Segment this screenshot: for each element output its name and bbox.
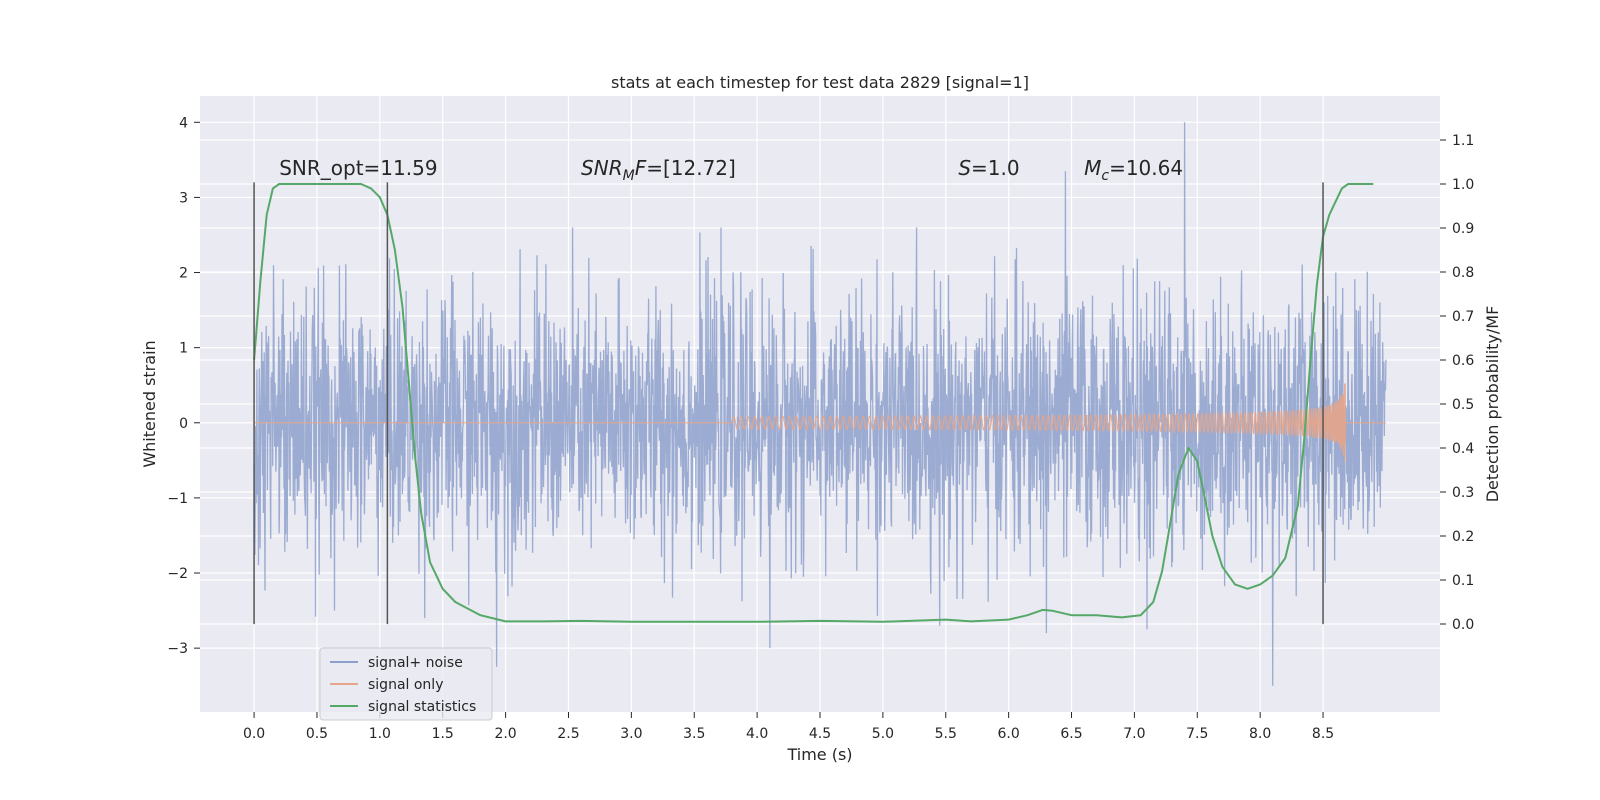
x-tick-label: 4.0	[746, 726, 768, 742]
x-tick-label: 7.5	[1186, 726, 1208, 742]
y-right-tick-label: 0.9	[1452, 221, 1474, 237]
legend-label-signal-only: signal only	[368, 677, 443, 693]
series-signal-noise	[253, 122, 1387, 686]
y-right-tick-label: 0.1	[1452, 573, 1474, 589]
x-tick-label: 1.0	[369, 726, 391, 742]
y-tick-label: −1	[167, 491, 188, 507]
x-tick-label: 2.0	[494, 726, 516, 742]
y-axis-label: Whitened strain	[140, 340, 159, 467]
y-tick-label: 2	[179, 266, 188, 282]
annotation-2: S=1.0	[958, 156, 1019, 180]
legend: signal+ noise signal only signal statist…	[319, 647, 493, 721]
y-right-tick-label: 0.5	[1452, 397, 1474, 413]
series-signal-only	[254, 383, 1386, 463]
legend-label-signal-statistics: signal statistics	[368, 699, 476, 715]
annotation-0: SNR_opt=11.59	[279, 156, 437, 180]
x-tick-label: 5.5	[935, 726, 957, 742]
series-signal-statistics	[253, 183, 1374, 623]
annotations: SNR_opt=11.59 SNRMF=[12.72] S=1.0 Mc=10.64	[279, 156, 1183, 184]
x-tick-label: 8.0	[1249, 726, 1271, 742]
x-tick-label: 0.0	[243, 726, 265, 742]
y-right-tick-label: 0.0	[1452, 617, 1474, 633]
y-tick-label: 0	[179, 416, 188, 432]
y-tick-label: 4	[179, 115, 188, 131]
x-tick-label: 7.0	[1123, 726, 1145, 742]
y-right-tick-label: 0.7	[1452, 309, 1474, 325]
x-axis: 0.0 0.5 1.0 1.5 2.0 2.5 3.0 3.5 4.0 4.5 5.0 5.5 6.0 6…	[243, 712, 1334, 742]
y-axis-right: 1.1 1.0 0.9 0.8 0.7 0.6 0.5 0.4 0.3 0.2 0.1 0.0	[1440, 133, 1474, 633]
y-axis-label-right: Detection probability/MF	[1483, 306, 1502, 503]
x-tick-label: 8.5	[1312, 726, 1334, 742]
y-axis-left: 4 3 2 1 0 −1 −2 −3	[167, 115, 200, 657]
annotation-3: Mc=10.64	[1084, 156, 1183, 184]
series-layer	[253, 122, 1387, 686]
y-right-tick-label: 0.3	[1452, 485, 1474, 501]
y-tick-label: 3	[179, 190, 188, 206]
x-tick-label: 0.5	[306, 726, 328, 742]
x-tick-label: 6.0	[998, 726, 1020, 742]
y-tick-label: −3	[167, 641, 188, 657]
x-tick-label: 5.0	[872, 726, 894, 742]
y-right-tick-label: 0.8	[1452, 265, 1474, 281]
y-right-tick-label: 1.1	[1452, 133, 1474, 149]
legend-box	[319, 647, 493, 721]
x-tick-label: 3.0	[620, 726, 642, 742]
y-right-tick-label: 0.2	[1452, 529, 1474, 545]
y-tick-label: −2	[167, 566, 188, 582]
y-right-tick-label: 0.6	[1452, 353, 1474, 369]
x-tick-label: 2.5	[557, 726, 579, 742]
x-axis-label: Time (s)	[786, 745, 852, 764]
x-tick-label: 1.5	[432, 726, 454, 742]
chart-title: stats at each timestep for test data 282…	[611, 73, 1029, 92]
annotation-1: SNRMF=[12.72]	[581, 156, 736, 184]
legend-label-signal-noise: signal+ noise	[368, 655, 463, 671]
x-tick-label: 6.5	[1060, 726, 1082, 742]
x-tick-label: 4.5	[809, 726, 831, 742]
y-right-tick-label: 1.0	[1452, 177, 1474, 193]
y-right-tick-label: 0.4	[1452, 441, 1474, 457]
vertical-lines	[253, 182, 1324, 625]
y-tick-label: 1	[179, 341, 188, 357]
x-tick-label: 3.5	[683, 726, 705, 742]
